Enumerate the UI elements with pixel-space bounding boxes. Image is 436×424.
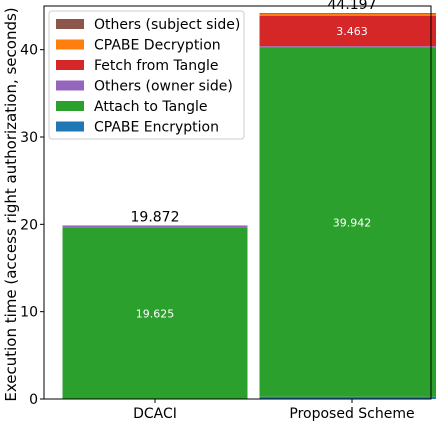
segment-label-proposed-scheme-attach-to-tangle: 39.942 (333, 216, 372, 229)
bar-segment-proposed-scheme-attach-to-tangle (259, 47, 436, 397)
bar-segment-proposed-scheme-cpabe-encryption (259, 396, 436, 399)
legend-swatch-cpabe-encryption (56, 121, 84, 132)
y-axis-title: Execution time (access right authorizati… (2, 7, 20, 401)
legend-swatch-fetch-from-tangle (56, 60, 84, 70)
total-label-proposed-scheme: 44.197 (328, 0, 377, 13)
legend-label-cpabe-encryption: CPABE Encryption (94, 120, 219, 136)
bar-segment-proposed-scheme-cpabe-decryption (259, 13, 436, 16)
y-tick-label: 30 (20, 130, 38, 146)
legend: Others (subject side) CPABE Decryption Fet… (48, 10, 245, 140)
bar-segment-dcaci-attach-to-tangle (62, 227, 248, 399)
legend-label-others-subject-side: Others (subject side) (94, 17, 240, 33)
bar-segment-proposed-scheme-others-owner-side (259, 46, 436, 48)
x-tick-label-dcaci: DCACI (133, 406, 177, 422)
legend-label-fetch-from-tangle: Fetch from Tangle (94, 58, 219, 74)
segment-label-proposed-scheme-fetch-from-tangle: 3.463 (336, 25, 368, 38)
y-tick-label: 10 (20, 305, 38, 321)
legend-swatch-attach-to-tangle (56, 101, 84, 111)
y-tick-label: 40 (20, 43, 38, 59)
bar-segment-dcaci-others-owner-side (62, 225, 248, 228)
total-label-dcaci: 19.872 (131, 209, 180, 225)
bar-segment-proposed-scheme-fetch-from-tangle (259, 15, 436, 47)
legend-swatch-cpabe-decryption (56, 39, 84, 50)
y-tick-label: 20 (20, 217, 38, 233)
bar-segment-proposed-scheme-others-subject-side (259, 13, 436, 14)
segment-label-dcaci-attach-to-tangle: 19.625 (136, 307, 175, 320)
legend-swatch-others-subject-side (56, 19, 84, 29)
legend-label-cpabe-decryption: CPABE Decryption (94, 38, 221, 54)
y-tick-label: 0 (29, 392, 38, 408)
legend-label-others-owner-side: Others (owner side) (94, 79, 233, 95)
axes-frame (43, 5, 432, 400)
legend-swatch-others-owner-side (56, 80, 84, 91)
x-tick-label-proposed-scheme: Proposed Scheme (289, 406, 414, 422)
legend-box (48, 10, 245, 140)
legend-label-attach-to-tangle: Attach to Tangle (94, 99, 208, 115)
